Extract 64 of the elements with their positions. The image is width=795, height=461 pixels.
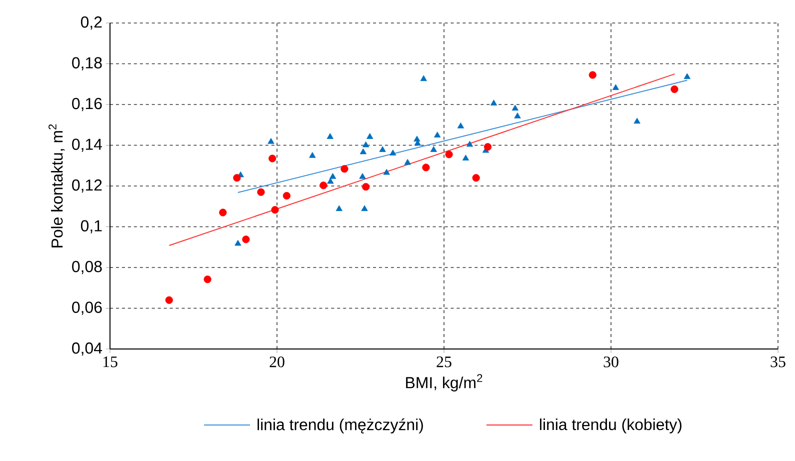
point [588, 71, 596, 79]
point [361, 205, 368, 212]
y-tick-label: 0,2 [80, 16, 102, 30]
point [366, 133, 374, 139]
point [422, 164, 430, 172]
y-tick-label: 0,08 [72, 260, 102, 274]
point [430, 146, 437, 152]
point [420, 75, 427, 82]
point [472, 174, 480, 182]
legend-label: linia trendu (kobiety) [540, 418, 682, 434]
y-tick-label: 0,18 [72, 57, 102, 70]
point [434, 132, 441, 138]
y-tick-label: 0,12 [72, 179, 102, 193]
point [309, 152, 316, 158]
point [360, 148, 366, 154]
y-tick-label: 0,14 [72, 138, 102, 152]
point [404, 158, 411, 165]
y-tick-label: 0,1 [80, 220, 102, 234]
y-tick-label: 0,16 [72, 98, 102, 112]
legend-label: linia trendu (mężczyźni) [258, 418, 423, 434]
point [379, 146, 386, 152]
point [242, 236, 250, 244]
point [320, 182, 328, 190]
x-tick-label: 25 [436, 356, 452, 368]
point [165, 296, 173, 304]
point [612, 84, 619, 90]
point [271, 206, 279, 214]
point [512, 104, 518, 111]
point [484, 143, 492, 151]
point [257, 188, 265, 196]
x-tick-label: 35 [770, 356, 786, 368]
point [326, 133, 334, 139]
point [234, 240, 242, 246]
point [336, 205, 342, 212]
point [329, 173, 336, 179]
point [514, 112, 521, 118]
point [204, 276, 212, 284]
point [390, 150, 396, 156]
point [445, 150, 453, 158]
y-tick-label: 0,06 [72, 302, 102, 315]
x-axis-title: BMI, kg/m$^{2}$ [406, 374, 482, 392]
point [282, 192, 290, 200]
x-tick-label: 15 [103, 356, 118, 368]
point [359, 173, 366, 179]
point [634, 118, 640, 124]
point [490, 100, 498, 106]
point [268, 154, 276, 162]
point [362, 141, 370, 148]
x-tick-label: 30 [604, 356, 618, 368]
point [340, 165, 348, 173]
point [233, 174, 241, 182]
point [466, 140, 474, 147]
x-tick-label: 20 [270, 356, 284, 368]
point [670, 85, 678, 94]
y-tick-label: 0,04 [72, 342, 102, 356]
point [462, 154, 470, 160]
point [457, 122, 464, 128]
point [327, 178, 334, 184]
point [383, 168, 390, 175]
point [362, 183, 370, 191]
point [684, 73, 690, 79]
point [268, 138, 274, 144]
point [219, 208, 227, 216]
y-axis-title: Pole kontaktu, m$^{2}$ [48, 124, 65, 248]
